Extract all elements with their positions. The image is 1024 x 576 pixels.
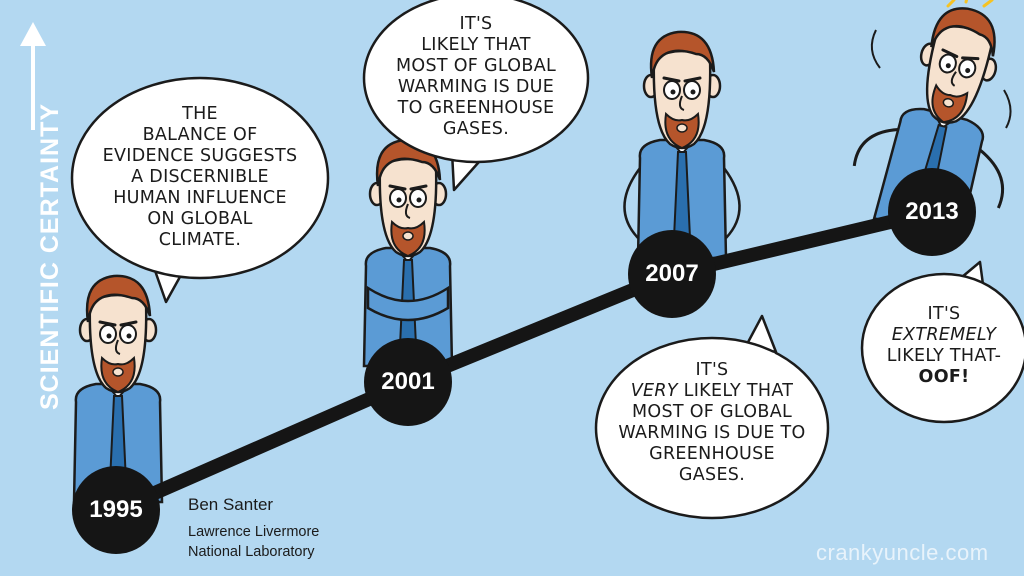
timeline-year-1995: 1995: [89, 496, 143, 523]
bubble-text-2001: IT'S LIKELY THAT MOST OF GLOBAL WARMING …: [374, 14, 578, 140]
bubble-line: TO GREENHOUSE: [397, 98, 555, 118]
speech-bubble-2001: [362, 0, 590, 192]
credit-org-line: Lawrence Livermore: [188, 524, 320, 540]
exclamation-word: OOF!: [918, 367, 970, 387]
bubble-line: WARMING IS DUE TO: [618, 423, 806, 443]
timeline-year-2013: 2013: [905, 198, 959, 225]
emphasis-word: EXTREMELY: [891, 325, 997, 345]
impact-spark-icon: [870, 0, 1012, 129]
credit-org-line: National Laboratory: [188, 544, 315, 560]
bubble-text-1995: THE BALANCE OF EVIDENCE SUGGESTS A DISCE…: [86, 104, 314, 251]
axis-label: SCIENTIFIC CERTAINTY: [36, 102, 64, 410]
bubble-line: GASES.: [678, 465, 746, 485]
bubble-line: GREENHOUSE: [649, 444, 775, 464]
bubble-line: BALANCE OF: [142, 125, 258, 145]
scientist-2013-figure: [852, 0, 1010, 241]
speech-bubble-2007: [594, 314, 830, 520]
bubble-line: LIKELY THAT-: [886, 346, 1002, 366]
bubble-line: OOF!: [874, 367, 1014, 388]
site-watermark: crankyuncle.com: [816, 540, 989, 565]
bubble-line: THE: [182, 104, 218, 124]
bubble-line: EVIDENCE SUGGESTS: [102, 146, 298, 166]
bubble-line: ON GLOBAL: [147, 209, 253, 229]
bubble-line-rest: LIKELY THAT: [677, 381, 794, 401]
bubble-line: A DISCERNIBLE: [131, 167, 269, 187]
timeline-year-2007: 2007: [645, 260, 699, 287]
scientist-2001-figure: [362, 138, 454, 368]
timeline: [72, 168, 976, 554]
credit-organization: Lawrence Livermore National Laboratory: [188, 522, 319, 562]
bubble-line: WARMING IS DUE: [397, 77, 555, 97]
bubble-text-2013: IT'S EXTREMELY LIKELY THAT- OOF!: [874, 304, 1014, 388]
bubble-line: IT'S: [695, 360, 729, 380]
bubble-line: IT'S: [459, 14, 493, 34]
bubble-line: IT'S: [927, 304, 961, 324]
timeline-node-2013: [888, 168, 976, 256]
speech-bubble-1995: [70, 76, 330, 304]
bubble-line: VERY LIKELY THAT: [606, 381, 818, 402]
credit-name: Ben Santer: [188, 495, 274, 514]
bubble-line: LIKELY THAT: [421, 35, 531, 55]
axis-arrow: [20, 22, 46, 130]
timeline-node-1995: [72, 466, 160, 554]
scientist-2007-figure: [623, 30, 741, 260]
bubble-line: HUMAN INFLUENCE: [113, 188, 287, 208]
bubble-line: GASES.: [442, 119, 510, 139]
timeline-node-2001: [364, 338, 452, 426]
speech-bubble-2013: [860, 260, 1024, 424]
bubble-line: MOST OF GLOBAL: [631, 402, 793, 422]
emphasis-word: VERY: [630, 381, 678, 401]
timeline-node-2007: [628, 230, 716, 318]
bubble-line: EXTREMELY: [874, 325, 1014, 346]
bubble-text-2007: IT'S VERY LIKELY THAT MOST OF GLOBAL WAR…: [606, 360, 818, 486]
bubble-line: CLIMATE.: [158, 230, 242, 250]
timeline-year-2001: 2001: [381, 368, 435, 395]
bubble-line: MOST OF GLOBAL: [395, 56, 557, 76]
